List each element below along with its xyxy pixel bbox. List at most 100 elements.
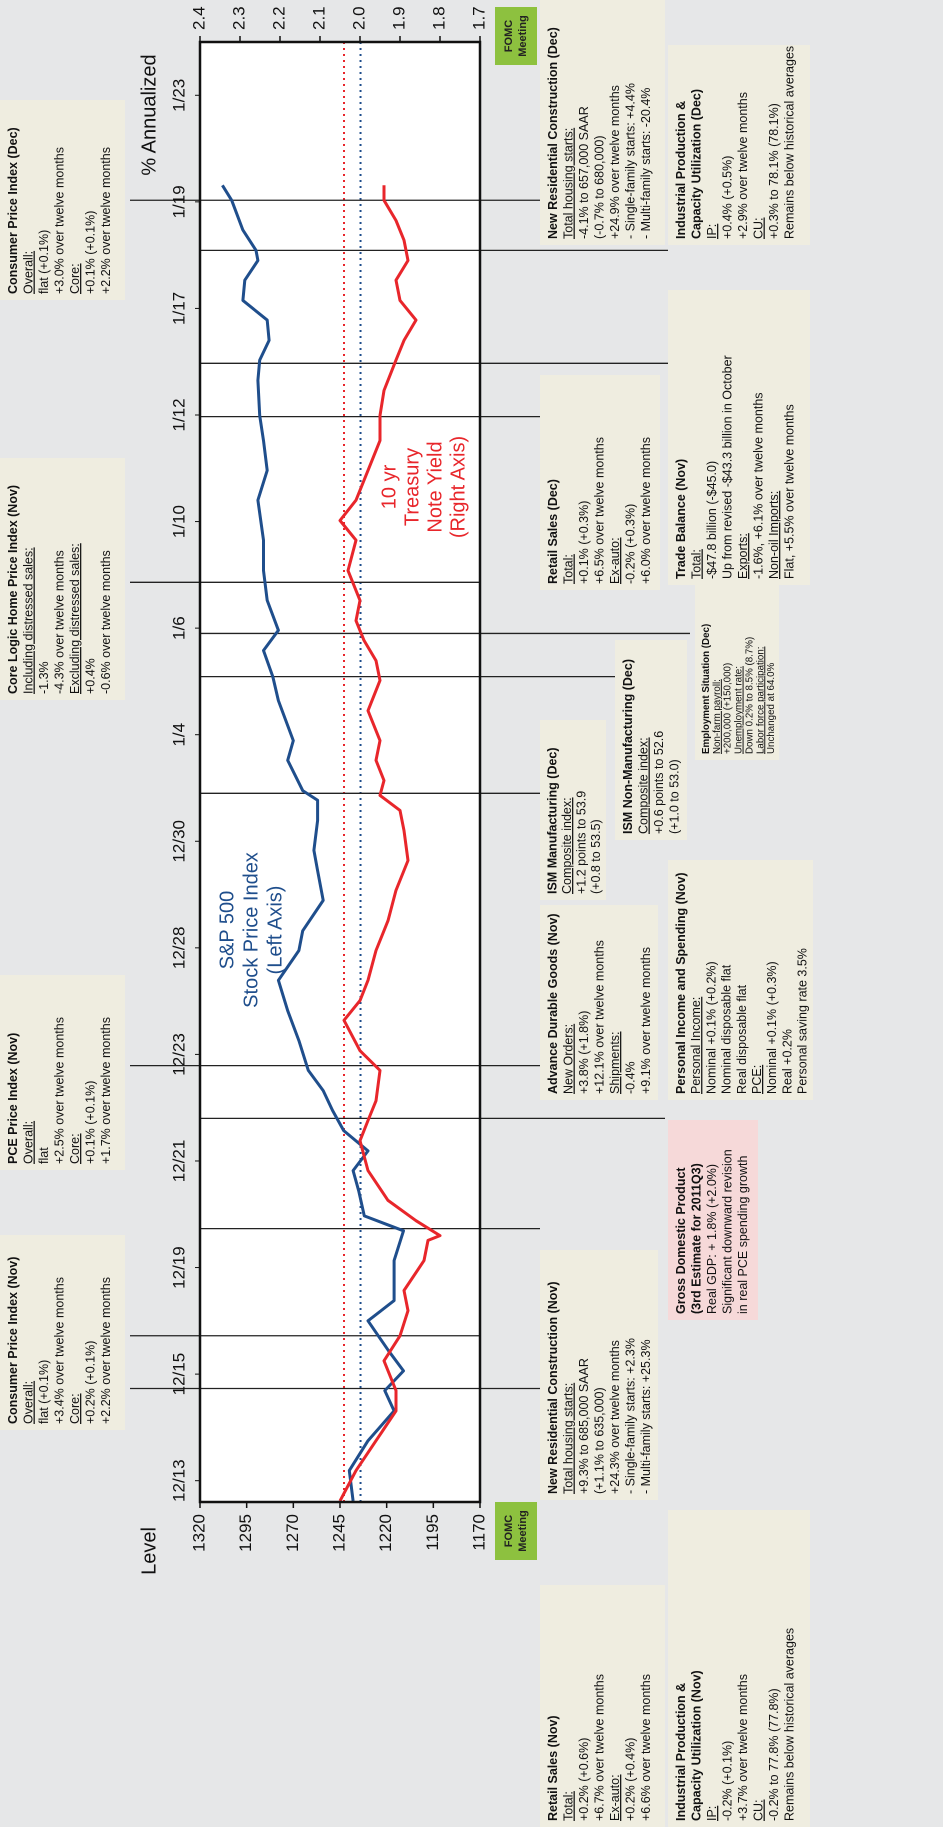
box-line: +24.9% over twelve months — [608, 85, 622, 239]
fomc-label: FOMC — [503, 1515, 515, 1547]
box-line: +0.4% (+0.5%) — [721, 156, 735, 239]
box-line: Total: — [562, 554, 576, 584]
box-line: Non-farm payroll: — [712, 679, 723, 754]
box-line: IP: — [705, 224, 719, 239]
box-line: Total: — [562, 1791, 576, 1821]
box-line: +2.2% over twelve months — [99, 1277, 113, 1424]
right-axis-label: % Annualized — [138, 54, 160, 175]
box-line: +6.5% over twelve months — [593, 437, 607, 584]
box-line: Significant downward revision — [721, 1149, 735, 1314]
box-line: +0.4% — [84, 658, 98, 694]
box-line: Flat, +5.5% over twelve months — [783, 404, 797, 579]
box-line: -$47.8 billion (-$45.0) — [705, 461, 719, 579]
box-line: Real GDP: + 1.8% (+2.0%) — [705, 1164, 719, 1314]
box-line: +24.3% over twelve months — [608, 1340, 622, 1494]
y-tick-label: 1270 — [283, 1514, 302, 1552]
box-line: +200,000 (+150,000) — [723, 663, 734, 754]
box-title: PCE Price Index (Nov) — [6, 1033, 20, 1164]
box-line: flat — [37, 1147, 51, 1164]
box-line: Exports: — [736, 533, 750, 579]
series-label: Note Yield — [424, 441, 446, 532]
x-tick-label: 12/15 — [169, 1353, 188, 1396]
box-line: -0.2% to 77.8% (77.8%) — [767, 1688, 781, 1821]
box-title: Trade Balance (Nov) — [674, 459, 688, 579]
box-line: +2.5% over twelve months — [53, 1017, 67, 1164]
x-tick-label: 12/21 — [169, 1140, 188, 1183]
box-line: +0.2% (+0.6%) — [577, 1738, 591, 1821]
box-line: +0.1% (+0.3%) — [577, 501, 591, 584]
box-line: (+0.8 to 53.5) — [589, 819, 603, 894]
box-line: +12.1% over twelve months — [593, 940, 607, 1094]
box-line: Overall: — [22, 1121, 36, 1164]
box-line: +6.7% over twelve months — [593, 1674, 607, 1821]
annotation-box — [540, 0, 665, 245]
box-line: (-0.7% to 680,000) — [593, 135, 607, 239]
box-line: PCE: — [750, 1065, 764, 1094]
box-line: -0.2% (+0.1%) — [721, 1741, 735, 1821]
annotation-box — [668, 1510, 810, 1827]
y2-tick-label: 1.7 — [469, 6, 488, 30]
annotation-box — [540, 905, 658, 1100]
box-title: ISM Manufacturing (Dec) — [546, 747, 560, 894]
box-title: Retail Sales (Nov) — [546, 1715, 560, 1821]
box-line: +2.2% over twelve months — [99, 147, 113, 294]
box-line: Composite index: — [637, 737, 651, 834]
y2-tick-label: 1.8 — [429, 6, 448, 30]
x-tick-label: 1/23 — [169, 79, 188, 112]
box-line: Real disposable flat — [735, 984, 749, 1094]
fomc-label: Meeting — [517, 1510, 529, 1552]
box-line: Real +0.2% — [780, 1029, 794, 1094]
annotation-box — [668, 290, 810, 585]
box-line: Overall: — [22, 251, 36, 294]
box-line: Ex-auto: — [608, 1774, 622, 1821]
box-line: +6.6% over twelve months — [639, 1674, 653, 1821]
box-line: +0.6 points to 52.6 — [652, 731, 666, 834]
box-title: Capacity Utilization (Nov) — [690, 1670, 704, 1821]
annotation-box — [695, 585, 779, 760]
box-title: New Residential Construction (Nov) — [546, 1281, 560, 1494]
annotation-box — [668, 1120, 758, 1320]
y2-tick-label: 2.3 — [229, 6, 248, 30]
x-tick-label: 1/17 — [169, 292, 188, 325]
y2-tick-label: 2.1 — [309, 6, 328, 30]
annotation-box — [540, 375, 660, 590]
x-tick-label: 1/10 — [169, 505, 188, 538]
x-tick-label: 1/19 — [169, 185, 188, 218]
box-line: Nominal disposable flat — [720, 964, 734, 1094]
box-line: flat (+0.1%) — [37, 230, 51, 294]
box-line: (+1.1% to 635,000) — [593, 1387, 607, 1494]
x-tick-label: 1/6 — [169, 616, 188, 640]
box-title: Gross Domestic Product — [674, 1167, 688, 1314]
box-line: +0.3% to 78.1% (78.1%) — [767, 103, 781, 239]
box-line: Total: — [690, 549, 704, 579]
box-line: Up from revised -$43.3 billion in Octobe… — [721, 355, 735, 579]
annotation-box — [668, 45, 810, 245]
y-tick-label: 1295 — [236, 1514, 255, 1552]
box-line: -0.6% over twelve months — [99, 550, 113, 694]
x-tick-label: 1/12 — [169, 398, 188, 431]
box-line: -4.1% to 657,000 SAAR — [577, 106, 591, 239]
box-line: Unemployment rate: — [734, 666, 745, 754]
box-line: +3.7% over twelve months — [736, 1674, 750, 1821]
box-line: Non-oil Imports: — [767, 491, 781, 579]
series-line — [221, 184, 405, 1502]
fomc-box — [495, 1502, 537, 1560]
box-line: flat (+0.1%) — [37, 1360, 51, 1424]
box-line: Remains below historical averages — [783, 46, 797, 239]
box-line: Personal saving rate 3.5% — [796, 948, 810, 1094]
box-title: Industrial Production & — [674, 101, 688, 239]
box-line: (+1.0 to 53.0) — [668, 759, 682, 834]
box-title: Personal Income and Spending (Nov) — [674, 872, 688, 1094]
series-line — [338, 185, 442, 1502]
box-line: Nominal +0.1% (+0.2%) — [704, 961, 718, 1094]
annotation-box — [540, 1250, 658, 1500]
series-label: (Left Axis) — [264, 886, 286, 975]
box-line: +0.2% (+0.1%) — [84, 1341, 98, 1424]
series-label: S&P 500 — [216, 891, 238, 970]
y2-tick-label: 1.9 — [389, 6, 408, 30]
fomc-box — [495, 7, 537, 65]
fomc-label: FOMC — [503, 20, 515, 52]
y-tick-label: 1245 — [329, 1514, 348, 1552]
